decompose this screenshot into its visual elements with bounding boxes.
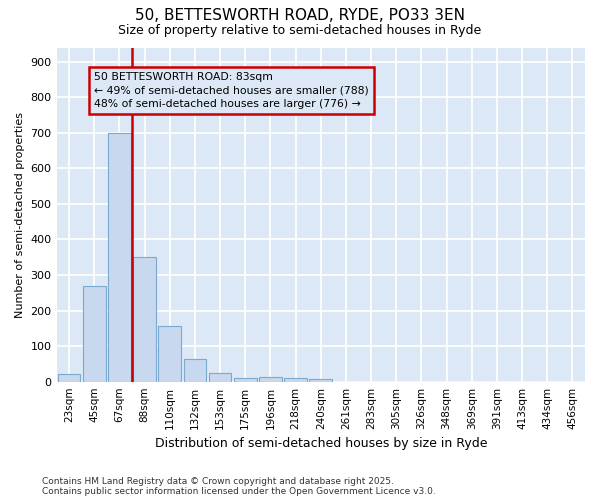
Bar [158,326,181,382]
Bar [284,378,307,382]
Bar [259,377,282,382]
Bar [234,378,257,382]
Text: Contains HM Land Registry data © Crown copyright and database right 2025.
Contai: Contains HM Land Registry data © Crown c… [42,476,436,496]
Bar [58,374,80,382]
Text: Size of property relative to semi-detached houses in Ryde: Size of property relative to semi-detach… [118,24,482,37]
Bar [184,358,206,382]
Bar [209,373,232,382]
Text: 50, BETTESWORTH ROAD, RYDE, PO33 3EN: 50, BETTESWORTH ROAD, RYDE, PO33 3EN [135,8,465,22]
Bar [83,286,106,382]
Y-axis label: Number of semi-detached properties: Number of semi-detached properties [15,112,25,318]
Bar [108,133,131,382]
X-axis label: Distribution of semi-detached houses by size in Ryde: Distribution of semi-detached houses by … [155,437,487,450]
Bar [133,258,156,382]
Text: 50 BETTESWORTH ROAD: 83sqm
← 49% of semi-detached houses are smaller (788)
48% o: 50 BETTESWORTH ROAD: 83sqm ← 49% of semi… [94,72,369,109]
Bar [310,379,332,382]
